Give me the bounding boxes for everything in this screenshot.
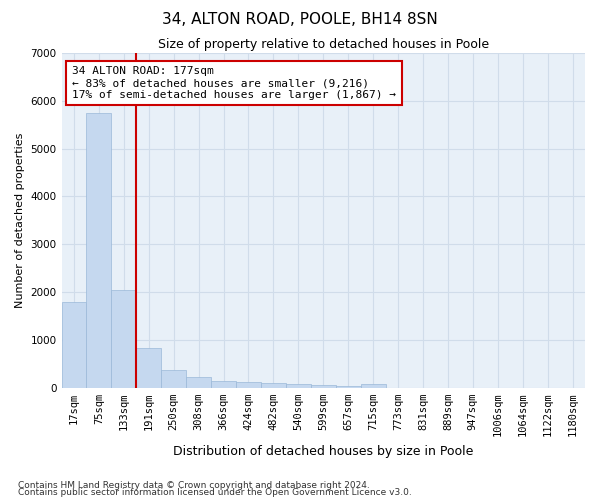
Bar xyxy=(161,370,186,388)
Bar xyxy=(211,381,236,388)
X-axis label: Distribution of detached houses by size in Poole: Distribution of detached houses by size … xyxy=(173,444,473,458)
Bar xyxy=(86,113,112,388)
Text: Contains HM Land Registry data © Crown copyright and database right 2024.: Contains HM Land Registry data © Crown c… xyxy=(18,480,370,490)
Text: Contains public sector information licensed under the Open Government Licence v3: Contains public sector information licen… xyxy=(18,488,412,497)
Bar xyxy=(311,385,336,388)
Bar xyxy=(286,384,311,388)
Bar xyxy=(62,302,86,388)
Title: Size of property relative to detached houses in Poole: Size of property relative to detached ho… xyxy=(158,38,489,51)
Text: 34, ALTON ROAD, POOLE, BH14 8SN: 34, ALTON ROAD, POOLE, BH14 8SN xyxy=(162,12,438,28)
Bar xyxy=(236,382,261,388)
Y-axis label: Number of detached properties: Number of detached properties xyxy=(15,132,25,308)
Bar xyxy=(186,376,211,388)
Bar xyxy=(112,290,136,388)
Text: 34 ALTON ROAD: 177sqm
← 83% of detached houses are smaller (9,216)
17% of semi-d: 34 ALTON ROAD: 177sqm ← 83% of detached … xyxy=(72,66,396,100)
Bar xyxy=(361,384,386,388)
Bar xyxy=(136,348,161,388)
Bar xyxy=(261,383,286,388)
Bar xyxy=(336,386,361,388)
